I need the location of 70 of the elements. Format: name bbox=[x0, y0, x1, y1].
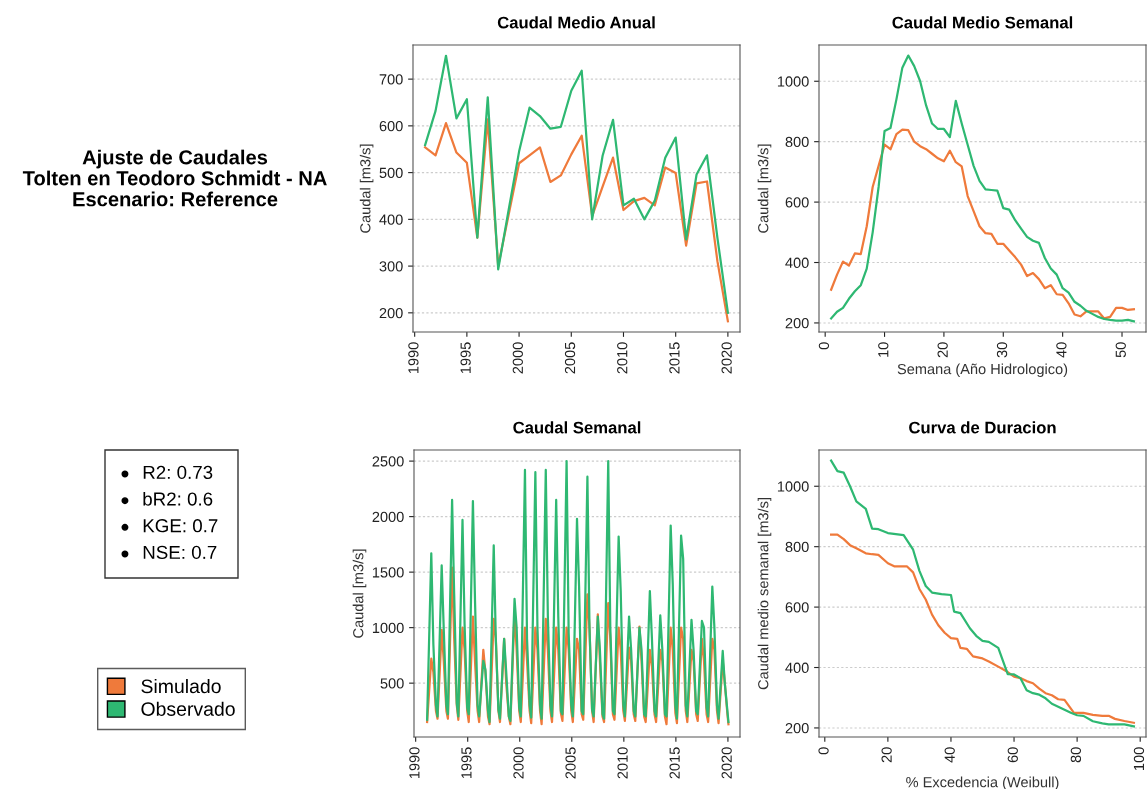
chart-title: Caudal Semanal bbox=[513, 421, 641, 434]
y-tick-label: 600 bbox=[785, 197, 809, 208]
y-tick-label: 700 bbox=[379, 74, 403, 85]
y-tick-label: 200 bbox=[379, 307, 403, 319]
x-tick-label: 10 bbox=[878, 342, 889, 357]
x-tick-label: 0 bbox=[818, 342, 830, 350]
line-series bbox=[830, 459, 1135, 728]
x-tick-label: 2015 bbox=[669, 342, 680, 374]
x-tick-label: 2020 bbox=[721, 747, 732, 779]
line-series bbox=[830, 533, 1135, 724]
y-tick-label: 400 bbox=[379, 214, 403, 225]
y-tick-label: 1500 bbox=[372, 567, 404, 578]
x-tick-label: 20 bbox=[881, 747, 892, 763]
x-tick-label: 1995 bbox=[461, 747, 472, 779]
y-axis-title: Caudal medio semanal [m3/s] bbox=[757, 498, 772, 690]
x-tick-label: 2005 bbox=[564, 342, 576, 374]
y-tick-label: 300 bbox=[379, 261, 403, 272]
y-tick-label: 2500 bbox=[372, 456, 404, 467]
y-axis-title: Caudal [m3/s] bbox=[359, 144, 374, 233]
x-tick-label: 20 bbox=[937, 342, 948, 358]
x-tick-label: 2005 bbox=[565, 747, 576, 779]
x-tick-label: 2010 bbox=[617, 342, 628, 374]
chart-title: Caudal Medio Semanal bbox=[892, 16, 1073, 29]
text: R2: 0.73 bbox=[143, 465, 213, 480]
legend-label: Observado bbox=[141, 701, 235, 716]
y-tick-label: 1000 bbox=[372, 622, 404, 634]
x-tick-label: 50 bbox=[1115, 342, 1126, 358]
line-series bbox=[424, 54, 729, 314]
legend-label: Simulado bbox=[141, 678, 221, 694]
line-series bbox=[426, 459, 730, 724]
x-tick-label: 60 bbox=[1007, 747, 1018, 763]
x-tick-label: 80 bbox=[1070, 747, 1082, 763]
y-tick-label: 600 bbox=[785, 602, 809, 613]
y-tick-label: 400 bbox=[785, 662, 809, 673]
x-tick-label: 40 bbox=[944, 747, 955, 763]
x-tick-label: 30 bbox=[996, 342, 1008, 358]
y-tick-label: 600 bbox=[379, 120, 403, 132]
x-tick-label: 2000 bbox=[512, 342, 523, 374]
x-tick-label: 1990 bbox=[409, 747, 420, 779]
x-tick-label: 1990 bbox=[408, 342, 419, 374]
line-series bbox=[424, 118, 729, 323]
x-tick-label: 2000 bbox=[513, 747, 524, 779]
y-axis-title: Caudal [m3/s] bbox=[352, 549, 367, 638]
y-tick-label: 500 bbox=[379, 167, 403, 179]
text: bR2: 0.6 bbox=[143, 491, 213, 506]
y-tick-label: 800 bbox=[785, 136, 809, 148]
y-tick-label: 200 bbox=[785, 318, 809, 329]
x-tick-label: 100 bbox=[1133, 747, 1145, 770]
x-tick-label: 1995 bbox=[460, 342, 471, 374]
y-tick-label: 200 bbox=[785, 723, 809, 734]
chart-title: Curva de Duracion bbox=[909, 421, 1056, 434]
line-series bbox=[830, 54, 1135, 323]
x-tick-label: 40 bbox=[1056, 342, 1067, 358]
y-axis-title: Caudal [m3/s] bbox=[757, 144, 772, 233]
x-tick-label: 0 bbox=[818, 747, 829, 755]
y-tick-label: 400 bbox=[785, 257, 809, 268]
x-axis-title: Semana (Año Hidrologico) bbox=[897, 363, 1068, 378]
y-tick-label: 500 bbox=[380, 678, 404, 689]
y-tick-label: 800 bbox=[785, 541, 809, 553]
x-tick-label: 2015 bbox=[669, 747, 680, 779]
text: NSE: 0.7 bbox=[143, 545, 217, 560]
x-tick-label: 2020 bbox=[721, 342, 732, 374]
text: Ajuste de Caudales Tolten en Teodoro Schmidt - NA Escenario: Reference bbox=[22, 149, 327, 207]
x-tick-label: 2010 bbox=[617, 747, 628, 779]
y-tick-label: 2000 bbox=[372, 511, 404, 523]
chart-title: Caudal Medio Anual bbox=[497, 16, 655, 29]
line-series bbox=[830, 128, 1135, 320]
y-tick-label: 1000 bbox=[777, 481, 809, 492]
text: KGE: 0.7 bbox=[143, 519, 218, 533]
y-tick-label: 1000 bbox=[777, 76, 809, 87]
